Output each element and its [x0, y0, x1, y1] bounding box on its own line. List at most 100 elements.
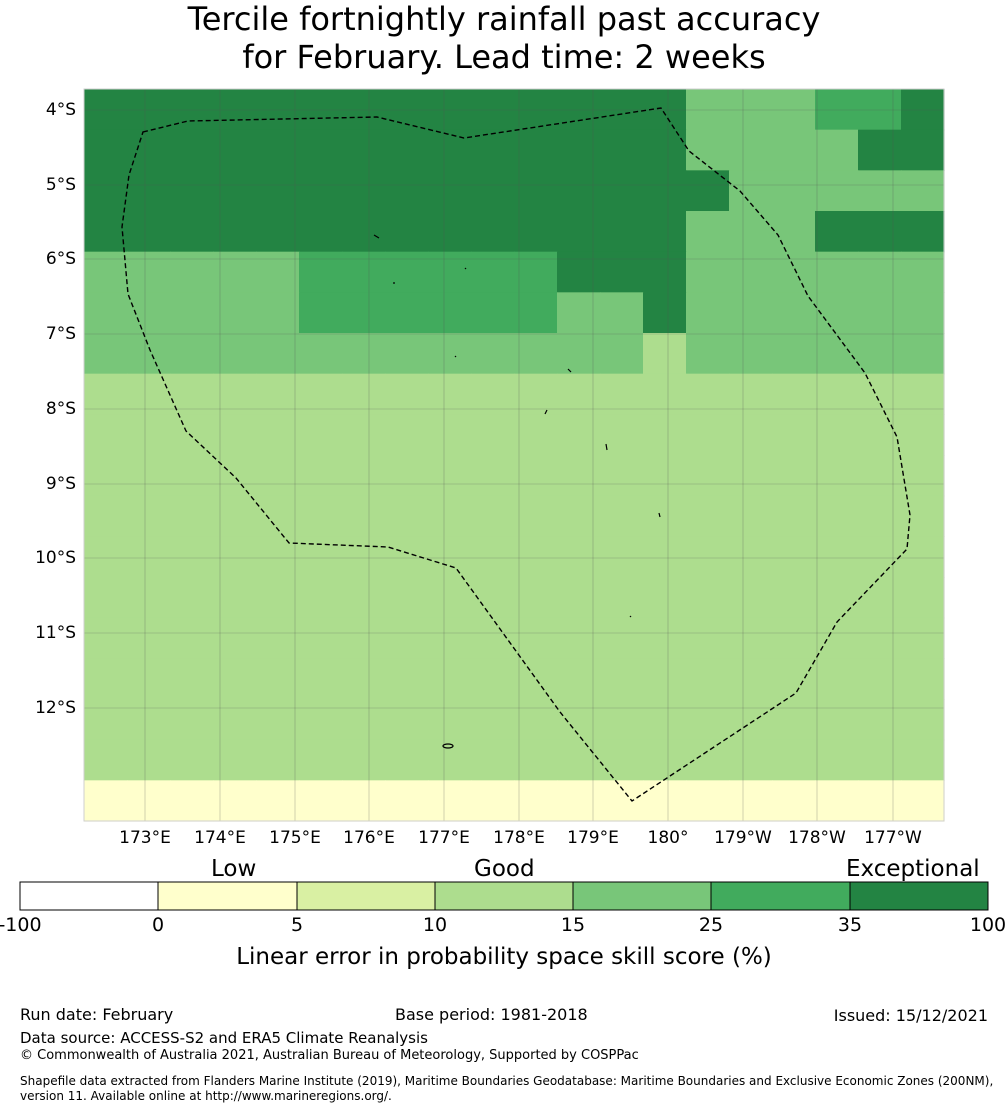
grid-cell [858, 129, 902, 171]
grid-cell [858, 414, 902, 456]
grid-cell [772, 211, 816, 253]
grid-cell [858, 170, 902, 212]
island [464, 267, 467, 270]
grid-cell [213, 577, 257, 619]
grid-cell [643, 780, 687, 822]
grid-cell [299, 739, 343, 781]
grid-cell [84, 699, 128, 741]
grid-cell [514, 129, 558, 171]
grid-cell [600, 89, 644, 131]
grid-cell [84, 536, 128, 578]
grid-cell [686, 170, 730, 212]
grid-cell [471, 699, 515, 741]
grid-cell [557, 251, 601, 293]
grid-cell [385, 780, 429, 822]
grid-cell [428, 780, 472, 822]
grid-cell [729, 170, 773, 212]
grid-cell [256, 495, 300, 537]
grid-cell [170, 129, 214, 171]
grid-cell [213, 536, 257, 578]
grid-cell [213, 658, 257, 700]
grid-cell [385, 617, 429, 659]
grid-cell [471, 495, 515, 537]
grid-cell [901, 617, 945, 659]
grid-cell [729, 577, 773, 619]
lon-label: 174°E [194, 828, 246, 848]
grid-cell [514, 251, 558, 293]
grid-cell [127, 251, 171, 293]
grid-cell [729, 333, 773, 375]
grid-cell [170, 333, 214, 375]
grid-cell [772, 495, 816, 537]
grid-cell [729, 780, 773, 822]
grid-cell [643, 658, 687, 700]
lon-label: 176°E [343, 828, 395, 848]
graticule [84, 89, 944, 821]
grid-cell [815, 658, 859, 700]
grid-cell [514, 699, 558, 741]
grid-cell [514, 617, 558, 659]
grid-cell [170, 170, 214, 212]
grid-cell [471, 251, 515, 293]
grid-cell [471, 617, 515, 659]
grid-cell [170, 414, 214, 456]
grid-cell [385, 414, 429, 456]
grid-cell [729, 699, 773, 741]
grid-cell [600, 699, 644, 741]
grid-cell [772, 89, 816, 131]
grid-cell [342, 333, 386, 375]
grid-cell [643, 129, 687, 171]
grid-cell [213, 414, 257, 456]
grid-cell [342, 373, 386, 415]
colorbar-tick: -100 [0, 914, 42, 936]
grid-cell [772, 658, 816, 700]
grid-cell [600, 536, 644, 578]
grid-cell [256, 89, 300, 131]
grid-cell [385, 211, 429, 253]
grid-cell [127, 129, 171, 171]
grid-cell [170, 536, 214, 578]
grid-cell [901, 333, 945, 375]
grid-cell [256, 780, 300, 822]
grid-cell [342, 211, 386, 253]
grid-cell [729, 251, 773, 293]
grid-cell [686, 211, 730, 253]
grid-cell [213, 780, 257, 822]
grid-cell [901, 780, 945, 822]
lat-label: 10°S [35, 548, 76, 568]
grid-cell [428, 89, 472, 131]
grid-cell [557, 617, 601, 659]
colorbar-tick: 5 [290, 914, 304, 936]
grid-cell [600, 211, 644, 253]
colorbar-frame [19, 881, 989, 911]
grid-cell [428, 251, 472, 293]
grid-cell [643, 577, 687, 619]
grid-cell [256, 414, 300, 456]
grid-cell [643, 739, 687, 781]
grid-cell [686, 699, 730, 741]
grid-cell [729, 536, 773, 578]
grid-cell [557, 170, 601, 212]
grid-cell [858, 251, 902, 293]
grid-cell [127, 292, 171, 334]
grid-cell [772, 739, 816, 781]
grid-cell [213, 211, 257, 253]
grid-cell [901, 414, 945, 456]
grid-cell [557, 292, 601, 334]
grid-cell [213, 251, 257, 293]
grid-cell [772, 170, 816, 212]
issued-date: Issued: 15/12/2021 [833, 1006, 988, 1025]
grid-cell [729, 373, 773, 415]
lon-label: 178°W [788, 828, 846, 848]
grid-cell [772, 373, 816, 415]
grid-cell [600, 495, 644, 537]
grid-cell [428, 658, 472, 700]
grid-cell [428, 577, 472, 619]
grid-cell [385, 699, 429, 741]
grid-cell [428, 414, 472, 456]
grid-cell [299, 658, 343, 700]
grid-cell [772, 699, 816, 741]
grid-cell [213, 333, 257, 375]
grid-cell [858, 211, 902, 253]
colorbar-segment-0 [20, 882, 158, 910]
